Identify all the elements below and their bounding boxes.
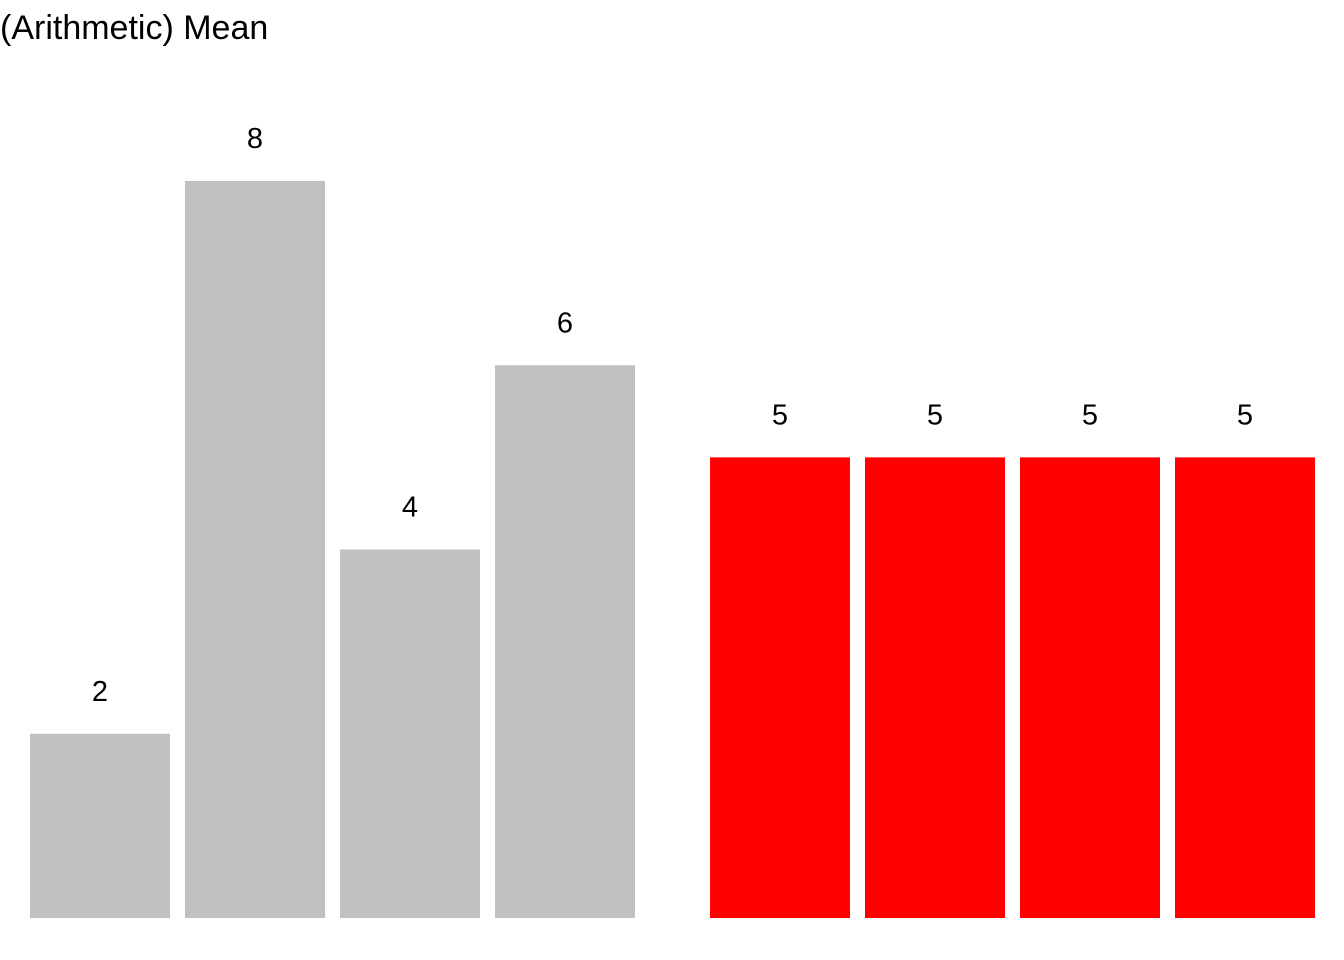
mean-bar-label-4: 5 — [1237, 399, 1253, 431]
mean-bar-3 — [1020, 457, 1160, 918]
data-bar-label-4: 6 — [557, 307, 573, 339]
mean-bar-4 — [1175, 457, 1315, 918]
data-bar-2 — [185, 181, 325, 918]
mean-bar-2 — [865, 457, 1005, 918]
mean-bar-label-2: 5 — [927, 399, 943, 431]
bar-labels-layer: 2 8 4 6 5 5 5 5 — [92, 123, 1253, 708]
data-bar-label-3: 4 — [402, 492, 418, 524]
data-bar-4 — [495, 365, 635, 918]
chart-title: (Arithmetic) Mean — [0, 9, 269, 47]
mean-bar-label-3: 5 — [1082, 399, 1098, 431]
data-bar-label-2: 8 — [247, 123, 263, 155]
data-bar-3 — [340, 549, 480, 918]
bars-layer — [30, 181, 1315, 918]
data-bar-1 — [30, 733, 170, 918]
mean-bar-1 — [710, 457, 850, 918]
mean-bar-label-1: 5 — [772, 399, 788, 431]
data-bar-label-1: 2 — [92, 676, 108, 708]
